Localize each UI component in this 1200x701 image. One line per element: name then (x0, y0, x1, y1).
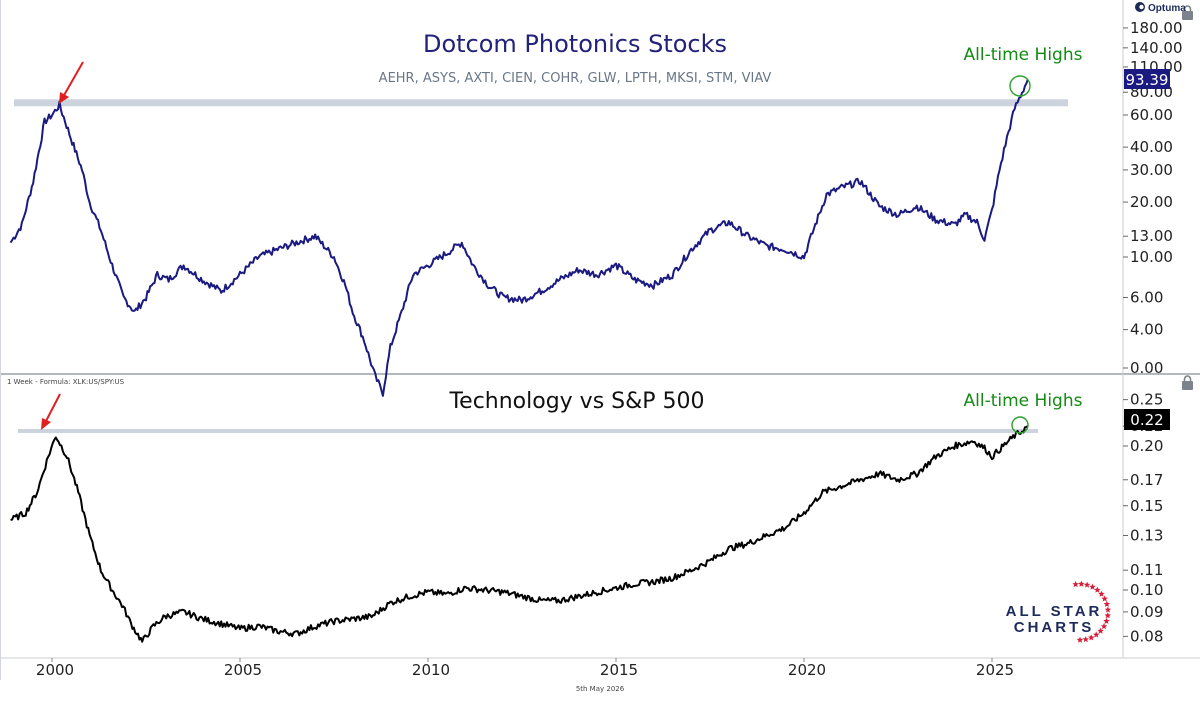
svg-text:93.39: 93.39 (1126, 71, 1169, 89)
top-chart-subtitle: AEHR, ASYS, AXTI, CIEN, COHR, GLW, LPTH,… (379, 71, 772, 86)
star-icon (1076, 636, 1084, 643)
star-icon (1094, 586, 1101, 593)
top-panel (0, 0, 1123, 372)
x-axis: 2000 2005 2010 2015 2020 2025 (36, 658, 1014, 679)
top-y-tick-label: 30.00 (1130, 161, 1173, 179)
bottom-ath-circle (1011, 416, 1029, 434)
top-series-line (9, 79, 1029, 397)
star-icon (1072, 580, 1079, 588)
x-tick-label: 2020 (788, 661, 826, 679)
bottom-y-tick-label: 0.20 (1130, 437, 1163, 455)
x-tick-label: 2005 (224, 661, 262, 679)
lock-icon[interactable] (1182, 375, 1193, 390)
bottom-chart-title: Technology vs S&P 500 (448, 389, 704, 414)
x-tick-label: 2010 (412, 661, 450, 679)
star-icon (1103, 617, 1110, 624)
top-y-tick-label: 60.00 (1130, 106, 1173, 124)
resistance-band-bottom (18, 428, 1038, 433)
allstarcharts-logo: ALL STAR CHARTS (1006, 580, 1112, 643)
star-icon (1078, 580, 1085, 587)
star-ring-icon (1072, 580, 1112, 643)
top-y-tick-label: 13.00 (1130, 227, 1173, 245)
optuma-logo-text: Optuma (1148, 3, 1186, 14)
top-y-tick-label: 20.00 (1130, 193, 1173, 211)
bottom-y-tick-label: 0.25 (1130, 391, 1163, 409)
star-icon (1083, 581, 1091, 588)
star-icon (1082, 636, 1089, 643)
star-icon (1089, 583, 1096, 590)
bottom-y-tick-label: 0.15 (1130, 497, 1163, 515)
bottom-last-value-badge: 0.22 (1124, 409, 1170, 430)
top-last-value-badge: 93.39 (1124, 69, 1170, 89)
top-chart-title: Dotcom Photonics Stocks (423, 30, 727, 58)
x-tick-label: 2025 (976, 661, 1014, 679)
top-y-tick-label: 10.00 (1130, 248, 1173, 266)
top-y-tick-label: 40.00 (1130, 138, 1173, 156)
bottom-y-tick-label: 0.13 (1130, 526, 1163, 544)
bottom-panel (0, 376, 1123, 658)
top-y-tick-label: 180.00 (1130, 19, 1183, 37)
bottom-y-tick-label: 0.08 (1130, 627, 1163, 645)
logo-line2: CHARTS (1014, 619, 1095, 636)
bottom-y-tick-label: 0.09 (1130, 603, 1163, 621)
star-icon (1101, 595, 1108, 602)
bottom-caption: 1 Week - Formula: XLK:US/SPY:US (7, 378, 125, 386)
top-peak-arrow (59, 61, 84, 104)
top-y-tick-label: 6.00 (1130, 288, 1163, 306)
bottom-y-axis: 0.25 0.22 0.20 0.17 0.15 0.13 0.11 0.10 0.09 0.08 (1123, 391, 1163, 645)
star-icon (1104, 612, 1111, 619)
top-y-tick-label: 0.00 (1130, 359, 1163, 377)
bottom-peak-arrow (41, 393, 61, 430)
star-icon (1097, 627, 1104, 634)
top-y-tick-label: 4.00 (1130, 321, 1163, 339)
footer-date: 5th May 2026 (576, 685, 625, 693)
star-icon (1103, 600, 1111, 607)
top-annotation-label: All-time Highs (964, 45, 1083, 65)
bottom-annotation-label: All-time Highs (964, 391, 1083, 411)
top-y-tick-label: 140.00 (1130, 39, 1183, 57)
star-icon (1093, 631, 1100, 638)
bottom-y-tick-label: 0.11 (1130, 561, 1163, 579)
star-icon (1104, 606, 1112, 613)
bottom-y-tick-label: 0.10 (1130, 581, 1163, 599)
bottom-y-tick-label: 0.17 (1130, 471, 1163, 489)
bottom-series-line (10, 425, 1029, 643)
star-icon (1088, 634, 1095, 641)
x-tick-label: 2000 (36, 661, 74, 679)
logo-line1: ALL STAR (1006, 603, 1103, 620)
svg-text:0.22: 0.22 (1130, 411, 1163, 429)
top-ath-circle (1009, 75, 1031, 97)
optuma-logo: Optuma (1135, 2, 1186, 14)
x-tick-label: 2015 (600, 661, 638, 679)
resistance-band-top (14, 99, 1068, 107)
star-icon (1098, 590, 1105, 597)
lock-icon[interactable] (1182, 5, 1193, 20)
star-icon (1100, 623, 1108, 630)
